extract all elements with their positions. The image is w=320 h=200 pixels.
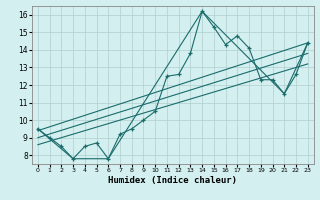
X-axis label: Humidex (Indice chaleur): Humidex (Indice chaleur) xyxy=(108,176,237,185)
